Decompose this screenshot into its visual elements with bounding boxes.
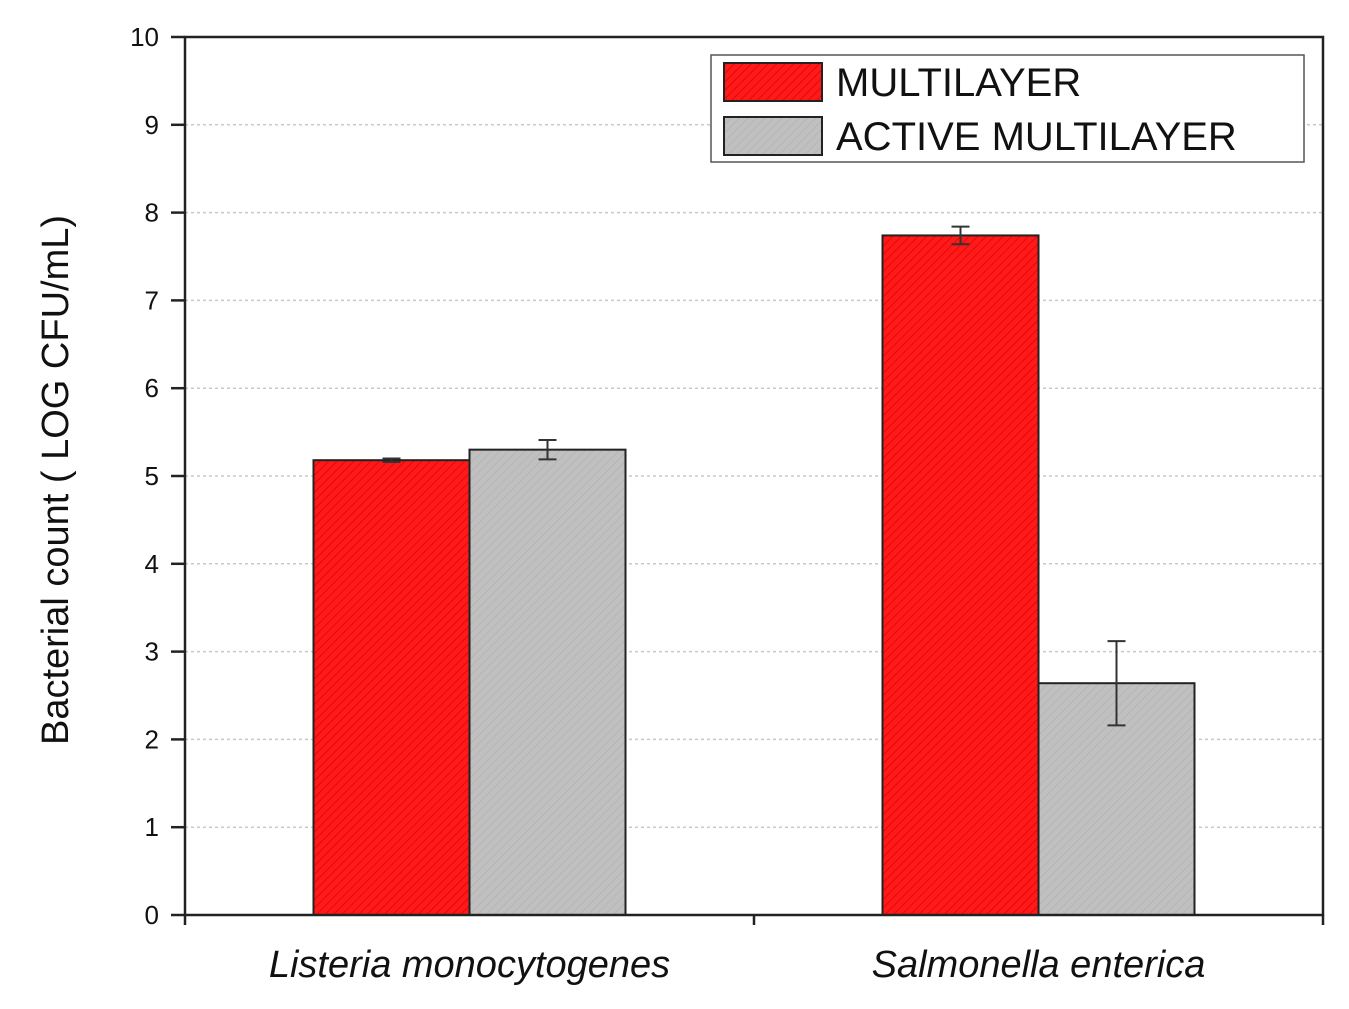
bar-multilayer: [312, 459, 471, 916]
x-axis: Listeria monocytogenes Salmonella enteric…: [183, 915, 1325, 986]
y-tick-label: 5: [145, 461, 159, 491]
y-tick-label: 8: [145, 198, 159, 228]
legend-label: ACTIVE MULTILAYER: [836, 115, 1237, 159]
error-bars-group: [382, 225, 1126, 727]
y-tick-label: 6: [145, 373, 159, 403]
y-tick-label: 0: [145, 900, 159, 930]
y-tick-label: 7: [145, 285, 159, 315]
bars-group: [312, 234, 1196, 917]
bar-active-multilayer: [468, 448, 627, 916]
legend-swatch: [723, 116, 823, 156]
y-tick-label: 3: [145, 637, 159, 667]
y-tick-label: 1: [145, 812, 159, 842]
y-tick-label: 10: [130, 22, 159, 52]
legend: MULTILAYER ACTIVE MULTILAYER: [710, 54, 1305, 163]
legend-label: MULTILAYER: [836, 61, 1081, 105]
y-tick-label: 9: [145, 110, 159, 140]
x-category-label: Salmonella enterica: [872, 944, 1206, 986]
bar-multilayer: [881, 234, 1040, 917]
y-tick-label: 4: [145, 549, 159, 579]
y-tick-label: 2: [145, 724, 159, 754]
y-axis-title: Bacterial count ( LOG CFU/mL): [35, 215, 77, 745]
y-axis: 0 1 2 3 4 5 6 7 8 9 10: [130, 22, 185, 930]
x-category-label: Listeria monocytogenes: [269, 944, 670, 986]
legend-swatch: [723, 62, 823, 102]
